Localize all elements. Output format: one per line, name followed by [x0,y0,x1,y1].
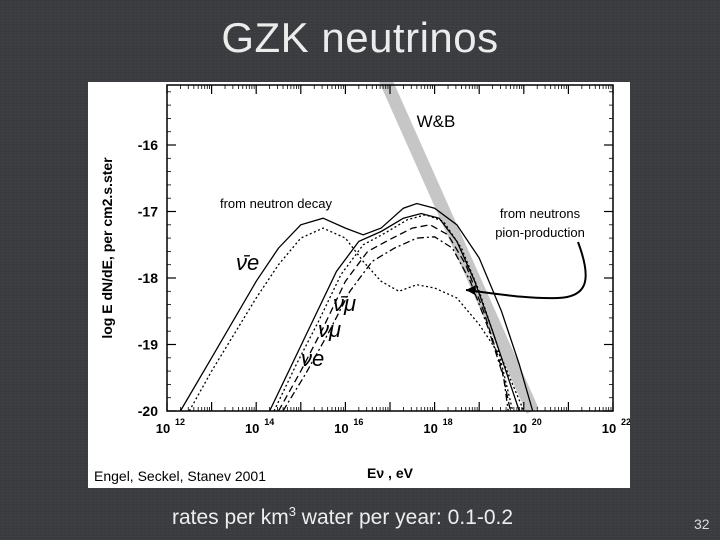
pointer-arrow [465,241,587,300]
series-line-1 [179,202,534,412]
x-tick-exponent: 20 [532,417,542,427]
nu-mu-label: νμ [318,317,341,342]
y-tick-label: -19 [138,337,158,353]
x-tick-label: 10 [334,421,348,436]
rates-suffix: water per year: 0.1-0.2 [295,506,514,529]
x-tick-label: 10 [513,421,527,436]
series-line-4 [273,214,514,412]
slide-title: GZK neutrinos [221,14,499,61]
rates-prefix: rates per km [172,506,289,529]
series-line-6 [282,236,509,412]
x-axis-label: Eν , eV [367,465,414,481]
series-line-5 [277,224,512,412]
y-tick-label: -20 [138,403,158,419]
neutron-decay-label: from neutron decay [220,196,333,211]
chart-panel: 10 12 10 14 10 16 10 18 10 20 10 22 -16 -17 -18 -19 -20 l… [88,62,631,488]
x-tick-exponent: 22 [621,417,630,427]
wb-bound-band [372,62,539,414]
rates-exponent: 3 [288,504,296,519]
nu-mu-bar-label: ν̄μ [333,291,356,316]
y-tick-label: -17 [138,204,158,220]
wb-label: W&B [417,112,456,131]
x-tick-label: 10 [245,421,259,436]
x-tick-label: 10 [156,421,170,436]
credit-label: Engel, Seckel, Stanev 2001 [94,468,266,484]
pion-production-label-line2: pion-production [495,225,585,240]
x-tick-label: 10 [602,421,616,436]
rates-caption: rates per km3 water per year: 0.1-0.2 [172,504,513,530]
x-tick-exponent: 18 [443,417,453,427]
nu-e-bar-label: ν̄e [236,250,259,275]
neutrino-flux-chart: 10 12 10 14 10 16 10 18 10 20 10 22 -16 -17 -18 -19 -20 l… [94,62,631,484]
x-tick-label: 10 [423,421,437,436]
nu-e-label: νe [301,346,324,371]
pointer-arrowhead [466,285,476,295]
y-axis-label: log E dN/dE, per cm2.s.ster [99,157,115,339]
y-tick-label: -18 [138,270,158,286]
x-tick-exponent: 12 [175,417,185,427]
x-tick-exponent: 14 [264,417,274,427]
series-line-2 [188,227,525,412]
x-tick-exponent: 16 [353,417,363,427]
page-number: 32 [694,516,710,532]
pion-production-label-line1: from neutrons [500,206,581,221]
y-tick-label: -16 [138,137,158,153]
plot-frame [166,84,614,412]
series-line-3 [269,212,520,412]
